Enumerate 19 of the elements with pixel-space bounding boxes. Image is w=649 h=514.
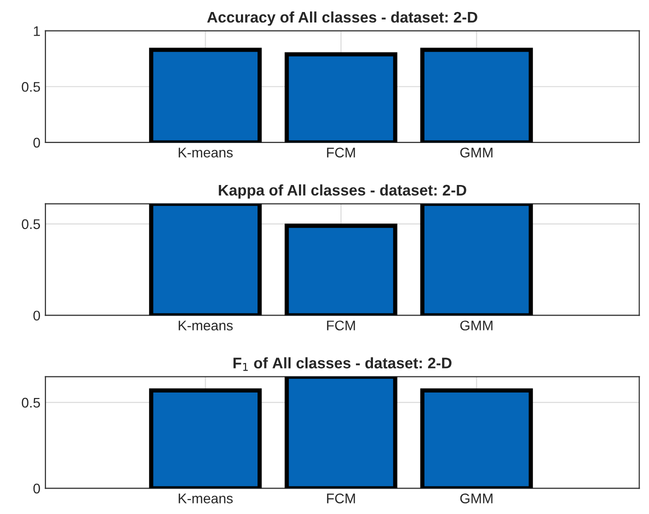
y-tick-label: 0 — [33, 484, 40, 494]
x-tick-label: GMM — [460, 320, 492, 330]
x-tick-label: FCM — [327, 148, 355, 158]
y-tick-label: 0.5 — [22, 398, 40, 408]
y-tick-label: 0.5 — [22, 82, 40, 92]
x-tick-label: K-means — [178, 494, 233, 504]
y-tick-label: 1 — [34, 26, 40, 36]
x-tick-label: FCM — [327, 320, 355, 330]
y-tick-label: 0 — [33, 138, 40, 148]
x-tick-label: FCM — [327, 494, 355, 504]
y-tick-label: 0 — [33, 310, 40, 321]
x-tick-label: GMM — [460, 494, 492, 504]
chart-title: Kappa of All classes - dataset: 2-D — [218, 184, 466, 199]
chart-title: Accuracy of All classes - dataset: 2-D — [207, 11, 478, 26]
x-tick-label: K-means — [178, 148, 233, 158]
chart-title: F$_{1}$ of All classes - dataset: 2-D — [234, 357, 452, 371]
y-tick-label: 0.5 — [22, 219, 40, 230]
x-tick-label: GMM — [460, 148, 492, 158]
x-tick-label: K-means — [178, 320, 233, 330]
